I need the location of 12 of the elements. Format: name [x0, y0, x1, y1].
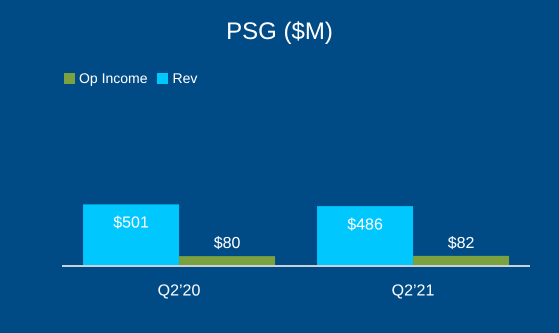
- legend-label: Op Income: [79, 70, 148, 86]
- data-label: $501: [113, 214, 149, 232]
- chart-title: PSG ($M): [225, 18, 334, 46]
- x-tick-label: Q2’21: [392, 282, 434, 300]
- bar: [83, 204, 180, 266]
- legend-label: Rev: [172, 70, 198, 86]
- bar: [179, 256, 276, 266]
- data-label: $486: [347, 216, 383, 234]
- x-tick-label: Q2’20: [158, 282, 200, 300]
- bar: [317, 206, 414, 266]
- data-label: $82: [448, 234, 475, 252]
- data-label: $80: [214, 235, 241, 252]
